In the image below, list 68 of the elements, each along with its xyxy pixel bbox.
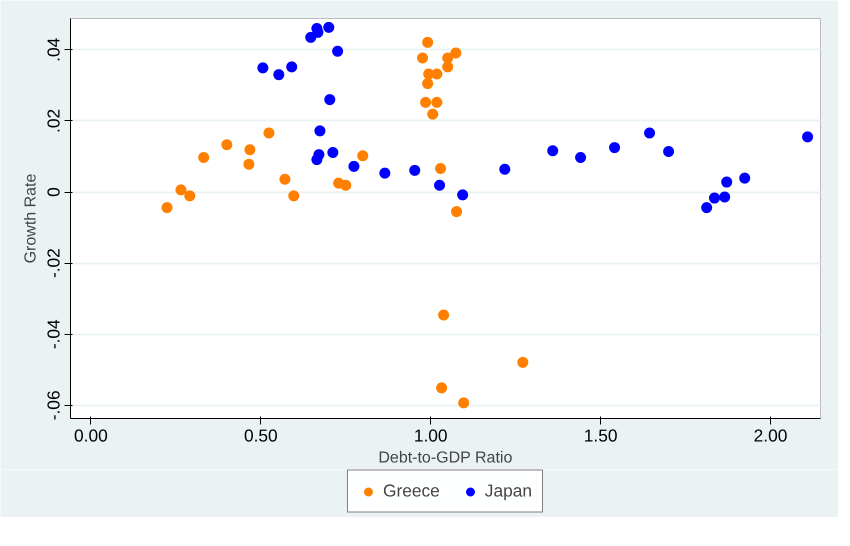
- legend-label: Japan: [484, 480, 532, 502]
- point: [327, 147, 338, 158]
- point: [221, 139, 232, 150]
- point: [263, 128, 274, 138]
- point: [663, 146, 674, 157]
- y-axis-title: Growth Rate: [22, 173, 40, 264]
- point: [409, 164, 420, 176]
- point: [517, 356, 528, 368]
- legend-label: Greece: [382, 480, 440, 502]
- point: [332, 46, 344, 57]
- y-tick-label: -.04: [44, 318, 64, 350]
- point: [499, 164, 510, 175]
- point: [431, 68, 442, 80]
- point: [802, 131, 814, 142]
- point: [257, 62, 268, 74]
- point: [434, 180, 446, 191]
- point: [547, 145, 558, 156]
- point: [644, 128, 656, 138]
- point: [450, 48, 462, 58]
- point: [357, 150, 368, 162]
- point: [435, 163, 446, 174]
- point: [286, 61, 298, 72]
- point: [273, 69, 284, 80]
- point: [314, 125, 326, 136]
- y-tick-label: 0: [44, 187, 64, 197]
- point: [575, 152, 586, 164]
- point: [436, 382, 448, 394]
- point: [279, 174, 290, 185]
- point: [417, 52, 428, 64]
- point: [420, 96, 432, 108]
- x-tick-label: 1.50: [584, 426, 618, 446]
- point: [175, 184, 186, 196]
- x-tick-label: 2.00: [754, 426, 788, 446]
- point: [198, 152, 210, 164]
- point: [609, 142, 620, 154]
- point: [457, 189, 468, 200]
- point: [442, 61, 454, 72]
- point: [422, 78, 434, 90]
- point: [340, 180, 352, 191]
- point: [438, 310, 450, 321]
- point: [701, 202, 712, 214]
- x-axis-title: Debt-to-GDP Ratio: [378, 450, 512, 466]
- point: [427, 108, 438, 120]
- point: [348, 160, 360, 172]
- point: [721, 176, 732, 188]
- point: [311, 154, 322, 166]
- point: [422, 36, 434, 48]
- y-tick-label: .02: [44, 108, 64, 133]
- point: [162, 202, 173, 214]
- point: [451, 206, 462, 218]
- point: [244, 144, 256, 156]
- y-tick-label: -.02: [44, 248, 64, 278]
- x-tick-label: 0.50: [244, 426, 278, 446]
- point: [719, 192, 730, 202]
- point: [708, 192, 720, 204]
- point: [184, 190, 196, 202]
- x-tick-label: 0.00: [74, 426, 108, 446]
- y-tick-label: .04: [44, 37, 64, 62]
- y-tick-label: -.06: [44, 390, 64, 420]
- point: [323, 22, 334, 33]
- point: [324, 94, 336, 106]
- point: [431, 96, 442, 108]
- point: [379, 168, 390, 179]
- point: [288, 190, 300, 202]
- x-tick-label: 1.00: [414, 426, 448, 446]
- point: [458, 397, 470, 408]
- point: [243, 158, 254, 170]
- point: [739, 172, 750, 184]
